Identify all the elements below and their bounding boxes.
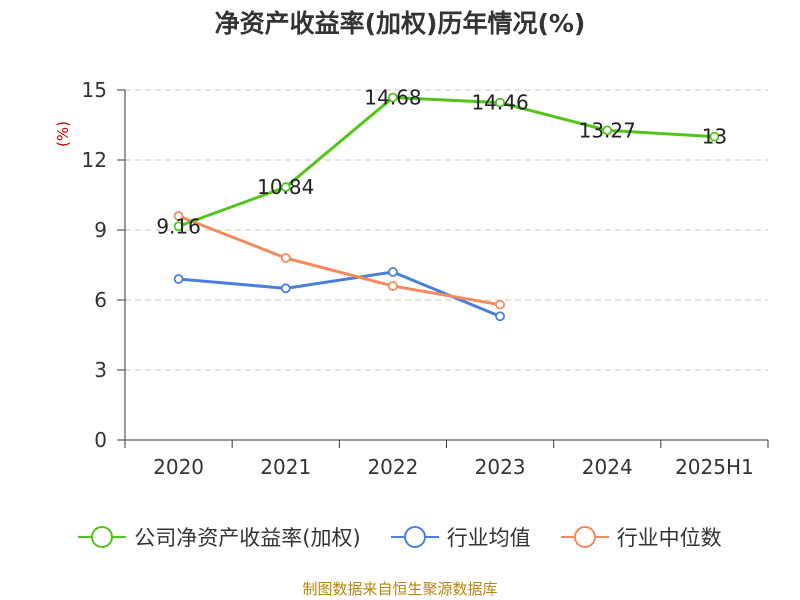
data-point — [388, 92, 398, 103]
legend-label: 公司净资产收益率(加权) — [134, 526, 361, 550]
data-point — [173, 274, 184, 284]
y-tick-label: 12 — [82, 148, 107, 172]
series-line — [178, 214, 501, 307]
legend-swatch-icon — [78, 526, 127, 548]
data-point — [173, 211, 184, 221]
y-tick-label: 3 — [94, 358, 107, 382]
legend-label: 行业中位数 — [616, 526, 722, 550]
legend-item[interactable]: 行业均值 — [390, 522, 531, 552]
x-tick-label: 2022 — [367, 455, 418, 479]
data-label: 9.16 — [156, 214, 201, 238]
x-tick-label: 2020 — [153, 455, 204, 479]
data-point — [173, 221, 184, 232]
data-point — [280, 182, 291, 192]
legend-item[interactable]: 公司净资产收益率(加权) — [78, 522, 361, 552]
data-point — [280, 283, 291, 294]
x-tick-label: 2025H1 — [675, 455, 754, 479]
legend-swatch-icon — [560, 526, 609, 548]
data-point — [495, 97, 505, 108]
series-line — [178, 95, 715, 228]
source-note: 制图数据来自恒生聚源数据库 — [302, 580, 498, 598]
data-label: 13.27 — [579, 118, 636, 142]
x-tick-label: 2021 — [260, 455, 311, 479]
legend: 公司净资产收益率(加权) 行业均值 行业中位数 — [0, 520, 800, 554]
data-point — [709, 131, 720, 142]
y-tick-label: 6 — [94, 288, 107, 312]
data-point — [495, 299, 505, 310]
legend-circle-icon — [573, 526, 596, 548]
data-label: 13 — [702, 125, 727, 149]
data-point — [495, 311, 505, 322]
y-tick-label: 0 — [94, 428, 107, 452]
legend-circle-icon — [91, 526, 114, 548]
data-label: 14.68 — [364, 85, 421, 109]
data-label: 14.46 — [471, 91, 528, 115]
legend-swatch-icon — [390, 526, 439, 548]
data-point — [388, 281, 398, 291]
data-point — [388, 267, 398, 277]
y-tick-label: 9 — [94, 218, 107, 242]
data-point — [602, 125, 613, 136]
legend-circle-icon — [403, 526, 426, 548]
series-line — [178, 270, 501, 318]
chart-title: 净资产收益率(加权)历年情况(%) — [214, 9, 586, 38]
legend-label: 行业均值 — [446, 526, 531, 550]
data-point — [280, 253, 291, 263]
legend-item[interactable]: 行业中位数 — [560, 522, 722, 552]
y-tick-label: 15 — [82, 78, 107, 102]
x-tick-label: 2024 — [582, 455, 633, 479]
data-label: 10.84 — [257, 175, 314, 199]
x-tick-label: 2023 — [475, 455, 526, 479]
